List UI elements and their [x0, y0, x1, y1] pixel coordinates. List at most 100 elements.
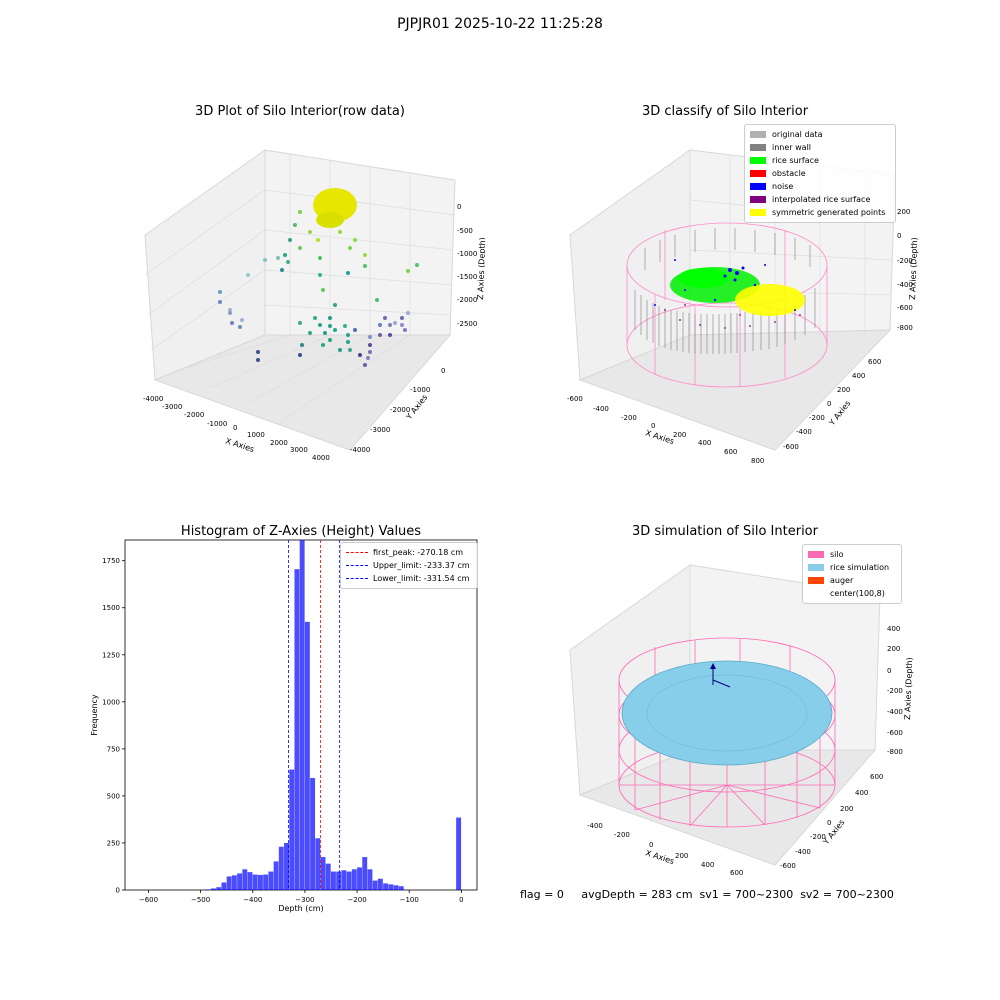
histogram-bar: [357, 867, 362, 890]
svg-text:0: 0: [827, 819, 831, 827]
svg-text:-600: -600: [567, 395, 583, 403]
panel1-grid: [144, 154, 456, 423]
panel2-z-label: Z Axies (Depth): [908, 237, 919, 300]
panel4-rice-simulation: [621, 660, 833, 766]
panel2-3d-plot: -600 -400 -200 0 200 400 600 800 X Axies…: [567, 149, 919, 465]
histogram-bar: [456, 817, 462, 890]
histogram-bar: [242, 869, 248, 890]
svg-text:200: 200: [675, 852, 688, 860]
x-tick-label: −500: [191, 896, 210, 904]
svg-text:-2000: -2000: [184, 411, 204, 419]
svg-text:-600: -600: [780, 862, 796, 870]
histogram-bar: [393, 885, 399, 890]
histogram-bar: [226, 876, 232, 890]
legend-label: Upper_limit: -233.37 cm: [373, 561, 470, 570]
legend-swatch: [750, 131, 766, 138]
svg-text:-4000: -4000: [143, 395, 163, 403]
histogram-bar: [294, 569, 300, 890]
svg-text:-400: -400: [796, 428, 812, 436]
legend-label: interpolated rice surface: [772, 195, 871, 204]
svg-text:200: 200: [673, 431, 686, 439]
panel2-floor-pane: [578, 329, 892, 451]
legend-swatch: [808, 551, 824, 558]
svg-text:0: 0: [233, 424, 237, 432]
legend-line: [346, 578, 368, 579]
panel4-floor-pane: [578, 749, 877, 866]
histogram-bar: [211, 888, 216, 890]
svg-text:1000: 1000: [247, 431, 265, 439]
legend-item: original data: [750, 128, 890, 141]
y-tick-label: 1000: [102, 698, 120, 706]
legend-item: noise: [750, 180, 890, 193]
status-readout: flag = 0 avgDepth = 283 cm sv1 = 700~230…: [520, 888, 894, 901]
legend-label: Lower_limit: -331.54 cm: [373, 574, 470, 583]
svg-text:400: 400: [701, 861, 714, 869]
svg-text:200: 200: [840, 805, 853, 813]
svg-text:0: 0: [827, 400, 831, 408]
svg-text:800: 800: [751, 457, 764, 465]
svg-text:600: 600: [868, 358, 881, 366]
y-tick-label: 500: [107, 792, 120, 800]
panel4-legend: silo rice simulation auger center(100,8): [802, 544, 902, 604]
svg-text:600: 600: [730, 869, 743, 877]
legend-label: symmetric generated points: [772, 208, 886, 217]
x-tick-label: −100: [400, 896, 419, 904]
legend-swatch: [808, 564, 824, 571]
svg-text:-200: -200: [897, 257, 913, 265]
histogram-bar: [289, 769, 295, 890]
svg-text:-600: -600: [887, 729, 903, 737]
histogram-bar: [268, 871, 274, 890]
legend-swatch: [750, 196, 766, 203]
x-tick-label: −400: [243, 896, 262, 904]
svg-text:0: 0: [897, 232, 901, 240]
panel1-3d-plot: -4000 -3000 -2000 -1000 0 1000 2000 3000…: [143, 149, 485, 462]
svg-text:-1000: -1000: [207, 420, 227, 428]
svg-text:-400: -400: [593, 405, 609, 413]
panel4-rice-contour: [646, 674, 808, 752]
panel2-x-ticks: -600 -400 -200 0 200 400 600 800: [567, 395, 764, 465]
panel1-title: 3D Plot of Silo Interior(row data): [195, 104, 405, 119]
legend-item: first_peak: -270.18 cm: [346, 546, 472, 559]
panel4-y-ticks: 600 400 200 0 -200 -400 -600: [780, 773, 883, 870]
svg-text:0: 0: [457, 203, 461, 211]
legend-swatch: [808, 577, 824, 584]
svg-text:-800: -800: [887, 748, 903, 756]
legend-label: center(100,8): [830, 589, 885, 598]
histogram-title: Histogram of Z-Axies (Height) Values: [180, 524, 422, 539]
svg-text:400: 400: [887, 625, 900, 633]
svg-text:0: 0: [649, 841, 653, 849]
panel4-3d-plot: -400 -200 0 200 400 600 X Axies 600 400 …: [569, 564, 914, 877]
svg-text:-2000: -2000: [457, 296, 477, 304]
legend-item: Upper_limit: -233.37 cm: [346, 559, 472, 572]
panel4-x-label: X Axies: [644, 848, 675, 866]
histogram-bar: [247, 872, 253, 890]
legend-item: center(100,8): [808, 587, 896, 600]
legend-label: rice simulation: [830, 563, 890, 572]
histogram-bar: [231, 875, 237, 890]
histogram-bar: [372, 880, 378, 890]
svg-text:-2000: -2000: [390, 406, 410, 414]
histogram-bar: [377, 878, 383, 890]
legend-label: rice surface: [772, 156, 819, 165]
panel2-legend: original data inner wall rice surface ob…: [744, 124, 896, 223]
svg-text:-200: -200: [614, 831, 630, 839]
svg-text:-200: -200: [810, 833, 826, 841]
panel4-x-ticks: -400 -200 0 200 400 600: [587, 822, 743, 877]
panel4-z-ticks: 400 200 0 -200 -400 -600 -800: [887, 625, 903, 756]
panel4-auger: [712, 667, 731, 688]
panel4-center-marker: [710, 663, 716, 669]
histogram-bar: [221, 882, 227, 890]
svg-text:2000: 2000: [270, 439, 288, 447]
legend-label: original data: [772, 130, 823, 139]
histogram-bar: [325, 863, 331, 890]
svg-text:200: 200: [837, 386, 850, 394]
panel1-back-pane: [264, 149, 456, 336]
svg-text:-4000: -4000: [350, 446, 370, 454]
legend-label: silo: [830, 550, 844, 559]
histogram-y-ticks: 0 250 500 750 1000 1250 1500 1750: [102, 557, 125, 895]
y-tick-label: 1250: [102, 651, 120, 659]
histogram-bar: [299, 540, 305, 890]
svg-text:-3000: -3000: [162, 403, 182, 411]
x-tick-label: −300: [295, 896, 314, 904]
legend-swatch: [750, 144, 766, 151]
